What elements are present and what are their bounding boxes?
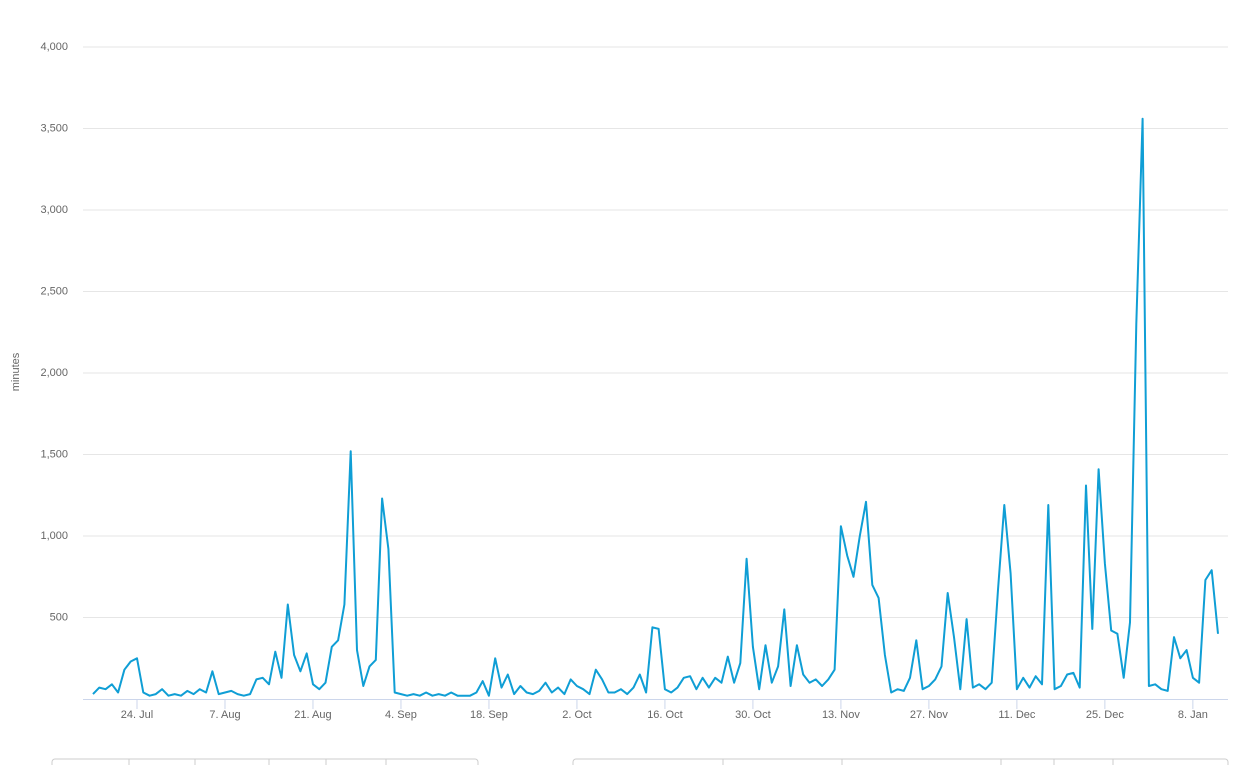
x-tick-label: 13. Nov — [822, 709, 860, 721]
y-tick-label: 2,500 — [40, 285, 68, 297]
y-tick-label: 2,000 — [40, 367, 68, 379]
y-tick-label: 3,000 — [40, 204, 68, 216]
x-tick-label: 11. Dec — [998, 709, 1036, 721]
y-tick-label: 500 — [50, 611, 68, 623]
y-tick-label: 3,500 — [40, 122, 68, 134]
data-line — [92, 117, 1219, 697]
y-tick-label: 4,000 — [40, 41, 68, 53]
x-tick-label: 8. Jan — [1178, 709, 1208, 721]
x-tick-label: 2. Oct — [562, 709, 591, 721]
x-tick-label: 25. Dec — [1086, 709, 1124, 721]
y-axis-label: minutes — [10, 352, 22, 391]
x-tick-label: 18. Sep — [470, 709, 508, 721]
y-tick-label: 1,000 — [40, 530, 68, 542]
x-tick-label: 21. Aug — [294, 709, 331, 721]
x-tick-label: 24. Jul — [121, 709, 153, 721]
x-tick-label: 7. Aug — [209, 709, 240, 721]
x-tick-label: 4. Sep — [385, 709, 417, 721]
x-tick-label: 27. Nov — [910, 709, 948, 721]
x-tick-label: 16. Oct — [647, 709, 682, 721]
x-tick-label: 30. Oct — [735, 709, 770, 721]
button-group — [572, 758, 1229, 765]
navigator-controls — [51, 758, 1229, 765]
y-tick-label: 1,500 — [40, 448, 68, 460]
button-group — [51, 758, 479, 765]
